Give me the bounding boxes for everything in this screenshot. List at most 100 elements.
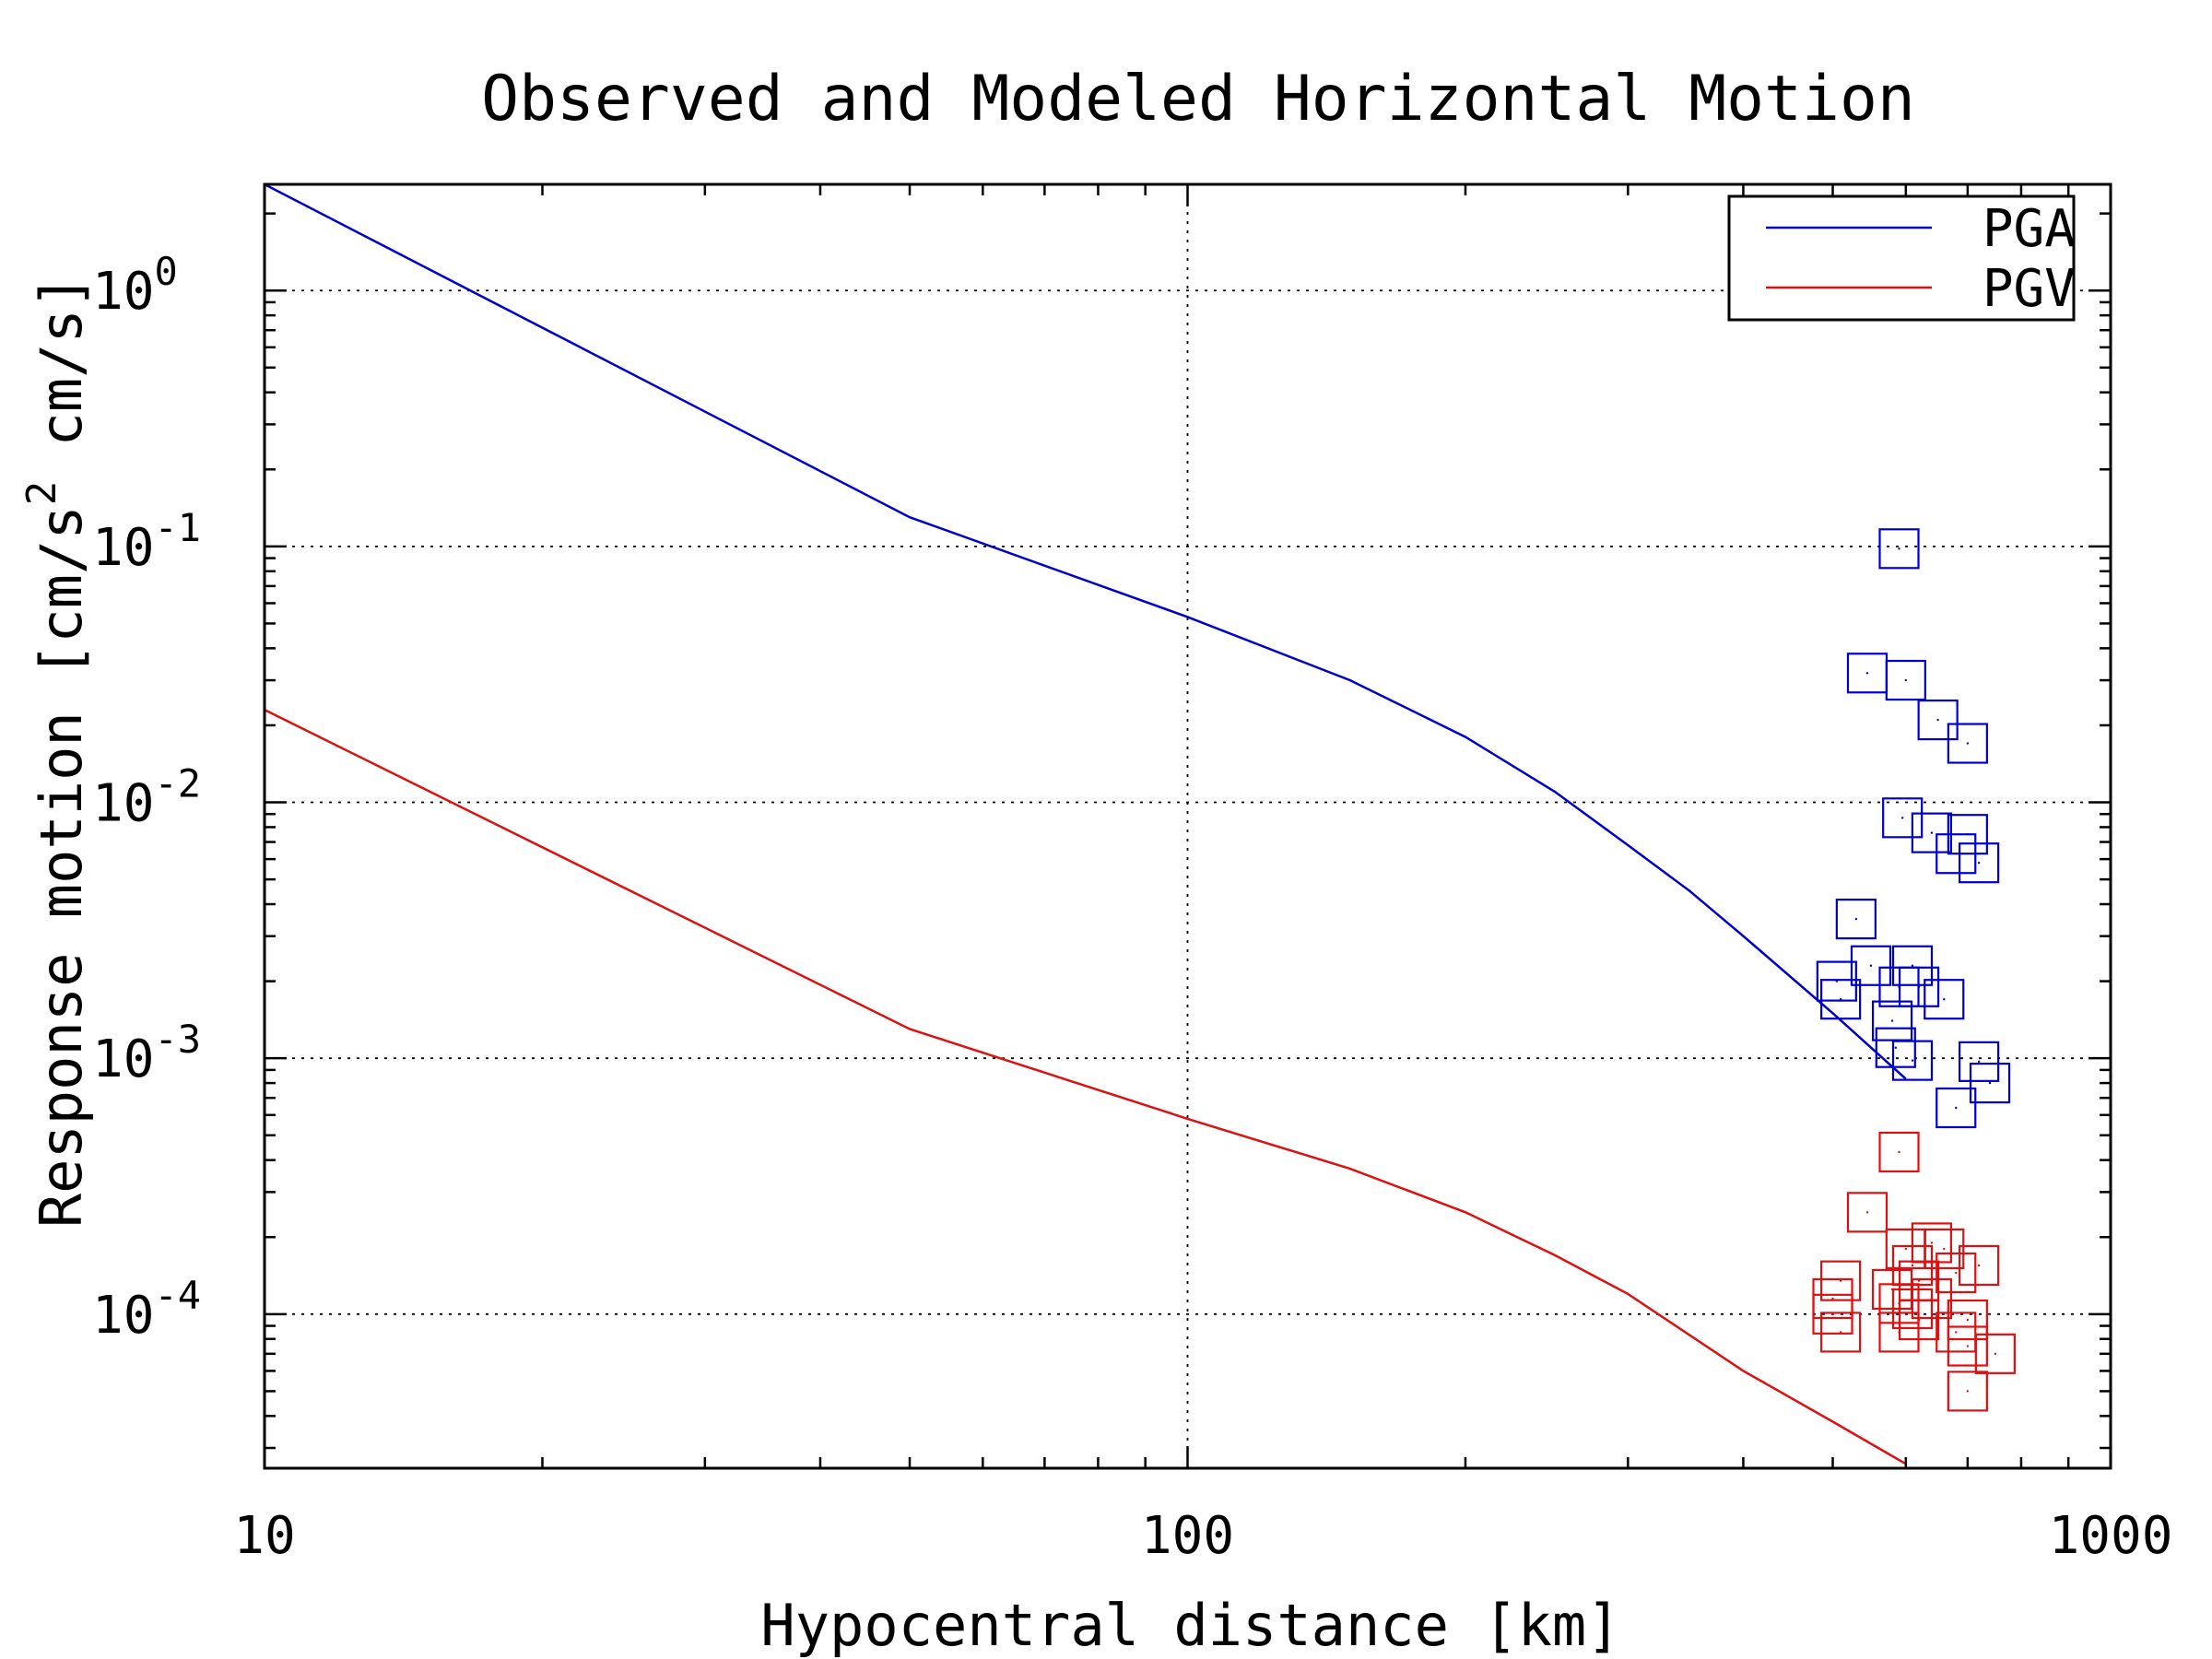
data-point-pga — [1885, 659, 1926, 701]
grid-lines — [265, 184, 2111, 1468]
y-tick-label-exponent: -4 — [154, 1273, 201, 1318]
data-point-center-pga — [1988, 1081, 1992, 1085]
y-tick-label: 10-2 — [92, 761, 201, 834]
data-point-center-pgv — [1831, 1297, 1834, 1300]
y-tick-label-base: 10 — [92, 1286, 154, 1346]
data-point-center-pga — [1977, 1060, 1981, 1064]
legend: PGA PGV — [1727, 194, 2076, 322]
data-point-pga — [1898, 966, 1940, 1007]
series-line-pgv — [264, 708, 1907, 1465]
data-point-center-pga — [1936, 718, 1939, 722]
data-point-pgv — [1936, 1252, 1977, 1294]
y-tick-label: 100 — [92, 249, 178, 322]
data-point-center-pgv — [1943, 1247, 1946, 1251]
x-axis-label: Hypocentral distance [km] — [760, 1592, 1620, 1659]
legend-box — [1727, 194, 2076, 322]
data-point-center-pga — [1917, 985, 1921, 988]
data-point-pga — [1816, 960, 1857, 1002]
data-point-pga — [1959, 1041, 2000, 1082]
data-point-pgv — [1885, 1228, 1926, 1270]
y-tick-label-exponent: -3 — [154, 1017, 201, 1062]
data-point-center-pga — [1966, 742, 1970, 745]
y-tick-label: 10-4 — [92, 1273, 201, 1346]
data-point-pgv — [1898, 1299, 1940, 1341]
data-point-center-pgv — [1911, 1264, 1914, 1267]
x-tick-label: 100 — [1141, 1506, 1234, 1566]
data-point-center-pgv — [1930, 1241, 1934, 1244]
data-point-pgv — [1936, 1312, 1977, 1353]
data-point-center-pga — [1943, 997, 1946, 1001]
data-point-pga — [1835, 899, 1877, 940]
data-point-center-pgv — [1839, 1331, 1842, 1334]
legend-label-pgv: PGV — [1983, 259, 2076, 319]
data-point-pgv — [1947, 1371, 1988, 1412]
series-layer — [264, 182, 2016, 1465]
series-line-pga — [264, 182, 1907, 1080]
data-point-pga — [1875, 1027, 1916, 1068]
data-point-pga — [1891, 945, 1934, 986]
legend-label-pga: PGA — [1983, 199, 2076, 259]
data-point-center-pga — [1911, 1059, 1914, 1062]
data-point-center-pga — [1894, 1046, 1898, 1049]
data-point-pga — [1924, 979, 1965, 1020]
y-tick-label-base: 10 — [92, 262, 154, 322]
data-point-pgv — [1959, 1244, 2000, 1287]
data-point-pga — [1959, 842, 2000, 884]
data-point-pga — [1878, 528, 1920, 570]
data-point-center-pgv — [1898, 1150, 1900, 1154]
data-point-pga — [1947, 723, 1988, 764]
y-tick-label-base: 10 — [92, 1030, 154, 1089]
axes — [263, 182, 2112, 1470]
data-point-pgv — [1911, 1277, 1952, 1320]
data-point-center-pga — [1911, 964, 1914, 967]
x-tick-label: 1000 — [2049, 1506, 2173, 1566]
data-point-pga — [1936, 1087, 1977, 1129]
data-point-pgv — [1820, 1312, 1862, 1353]
data-point-center-pga — [1930, 831, 1934, 834]
y-axis-label-main: Response motion [cm/s — [28, 505, 95, 1228]
y-tick-label-base: 10 — [92, 518, 154, 578]
data-point-center-pgv — [1917, 1318, 1921, 1322]
data-point-pga — [1891, 1040, 1934, 1081]
y-axis-label-rest: cm/s] — [28, 275, 95, 481]
data-point-pgv — [1947, 1325, 1988, 1367]
y-tick-label-exponent: -2 — [154, 761, 201, 806]
data-point-pgv — [1820, 1260, 1862, 1301]
data-point-pga — [1969, 1062, 2011, 1104]
data-point-center-pga — [1977, 862, 1981, 865]
data-point-pga — [1850, 945, 1892, 986]
data-point-center-pgv — [1955, 1271, 1958, 1275]
data-point-pga — [1936, 833, 1977, 875]
data-point-center-pgv — [1865, 1211, 1869, 1214]
data-point-center-pgv — [1966, 1345, 1970, 1347]
data-point-center-pgv — [1966, 1318, 1970, 1322]
chart-title: Observed and Modeled Horizontal Motion — [481, 63, 1915, 135]
data-point-pgv — [1947, 1299, 1988, 1341]
y-tick-label-exponent: -1 — [154, 505, 201, 550]
data-point-center-pga — [1865, 672, 1869, 675]
data-point-pga — [1820, 979, 1862, 1020]
data-point-pgv — [1812, 1293, 1853, 1335]
data-point-center-pgv — [1955, 1331, 1958, 1334]
y-tick-label: 10-3 — [92, 1017, 201, 1089]
y-axis-label: Response motion [cm/s2 cm/s] — [18, 275, 95, 1228]
y-axis-label-superscript: 2 — [18, 481, 65, 506]
x-tick-label: 10 — [233, 1506, 295, 1566]
y-tick-label-base: 10 — [92, 774, 154, 834]
y-tick-label: 10-1 — [92, 505, 201, 578]
plot-frame — [263, 182, 2112, 1470]
data-point-pgv — [1974, 1333, 2016, 1374]
data-point-center-pgv — [1994, 1352, 1997, 1356]
data-point-center-pga — [1955, 853, 1958, 855]
data-point-center-pga — [1955, 1106, 1958, 1110]
y-tick-label-exponent: 0 — [154, 249, 177, 294]
data-point-center-pga — [1898, 547, 1900, 550]
data-point-center-pga — [1904, 678, 1908, 682]
data-point-pgv — [1878, 1131, 1920, 1173]
data-point-center-pgv — [1904, 1247, 1908, 1251]
data-point-pga — [1911, 812, 1952, 853]
data-point-center-pga — [1869, 964, 1873, 967]
